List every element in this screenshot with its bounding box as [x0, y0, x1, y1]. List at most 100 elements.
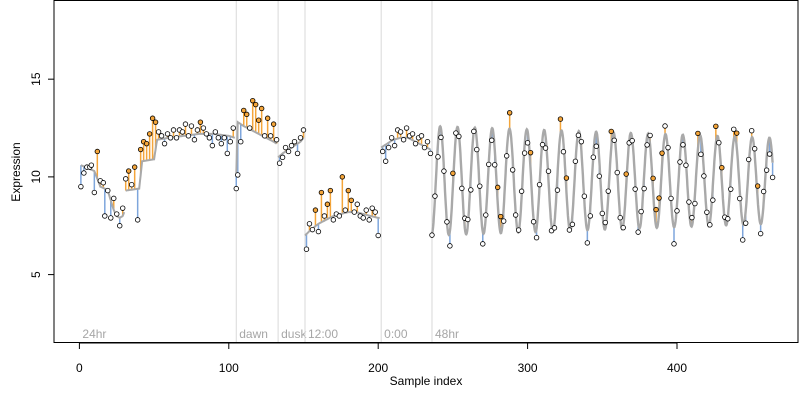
data-point	[545, 168, 552, 174]
data-point	[427, 150, 434, 157]
data-point	[745, 156, 752, 163]
data-point	[605, 188, 611, 194]
data-point	[385, 144, 392, 151]
data-point	[131, 164, 138, 170]
data-point	[518, 188, 525, 194]
data-point	[348, 197, 355, 204]
data-point	[495, 184, 501, 191]
data-point	[566, 227, 573, 233]
data-point	[602, 219, 608, 226]
data-point	[450, 170, 456, 177]
data-point	[468, 187, 474, 193]
data-point	[656, 195, 662, 201]
data-point	[391, 142, 398, 149]
data-point	[751, 146, 758, 152]
data-point	[644, 142, 650, 148]
data-point	[372, 209, 378, 215]
x-tick-label: 0	[76, 361, 83, 375]
data-point	[483, 212, 489, 218]
data-point	[740, 237, 746, 243]
data-point	[297, 135, 304, 141]
data-point	[533, 234, 540, 241]
data-point	[267, 133, 274, 139]
data-point	[584, 240, 591, 246]
data-point	[716, 140, 722, 146]
condition-label: dawn	[239, 327, 268, 341]
data-point	[647, 132, 653, 139]
data-point	[623, 171, 629, 177]
data-point	[120, 205, 126, 211]
condition-label: 12:00	[308, 327, 338, 341]
data-point	[557, 116, 564, 122]
data-point	[590, 154, 597, 160]
data-point	[760, 188, 767, 195]
data-point	[695, 130, 701, 137]
data-point	[249, 97, 256, 104]
x-tick-label: 300	[518, 361, 538, 375]
data-point	[766, 151, 773, 157]
x-tick-label: 200	[368, 361, 388, 375]
data-point	[306, 221, 313, 227]
data-point	[170, 127, 177, 133]
data-point	[614, 169, 620, 176]
data-point	[241, 107, 247, 114]
data-point	[578, 138, 585, 145]
y-tick-label: 15	[29, 72, 43, 86]
data-point	[710, 197, 716, 203]
data-point	[303, 246, 310, 252]
data-point	[111, 195, 117, 202]
data-point	[530, 219, 537, 225]
data-point	[536, 181, 543, 188]
data-point	[345, 187, 352, 194]
data-point	[521, 150, 528, 156]
data-point	[330, 217, 337, 223]
data-point	[486, 161, 492, 168]
data-point	[128, 182, 135, 188]
data-point	[665, 144, 671, 151]
data-point	[149, 115, 156, 121]
data-point	[435, 154, 441, 160]
data-point	[477, 183, 483, 189]
data-point	[671, 241, 677, 247]
data-point	[233, 185, 239, 192]
data-point	[294, 150, 301, 157]
data-point	[247, 125, 253, 131]
data-point	[363, 207, 369, 213]
data-point	[641, 185, 647, 192]
data-point	[161, 140, 168, 147]
condition-label: 0:00	[384, 327, 408, 341]
data-point	[288, 142, 295, 149]
data-point	[757, 230, 764, 237]
data-point	[224, 150, 231, 157]
data-point	[185, 133, 192, 139]
data-point	[731, 126, 737, 132]
data-point	[261, 133, 268, 139]
data-point	[300, 127, 307, 133]
data-point	[212, 129, 219, 135]
data-point	[456, 133, 462, 140]
data-point	[593, 143, 600, 149]
data-point	[707, 222, 713, 228]
data-point	[291, 139, 298, 145]
data-point	[209, 142, 216, 149]
data-point	[701, 173, 707, 179]
data-point	[339, 174, 346, 180]
condition-label: dusk	[281, 327, 307, 341]
data-point	[587, 213, 594, 219]
data-point	[575, 132, 582, 138]
data-point	[409, 131, 416, 137]
data-point	[418, 133, 425, 139]
data-point	[244, 111, 250, 118]
data-point	[459, 185, 465, 192]
data-point	[182, 121, 189, 127]
data-point	[78, 183, 84, 190]
data-point	[88, 162, 95, 168]
data-point	[662, 123, 668, 129]
data-point	[194, 127, 201, 133]
data-point	[748, 128, 755, 134]
data-point	[683, 162, 689, 168]
data-point	[668, 195, 674, 202]
data-point	[560, 149, 567, 155]
